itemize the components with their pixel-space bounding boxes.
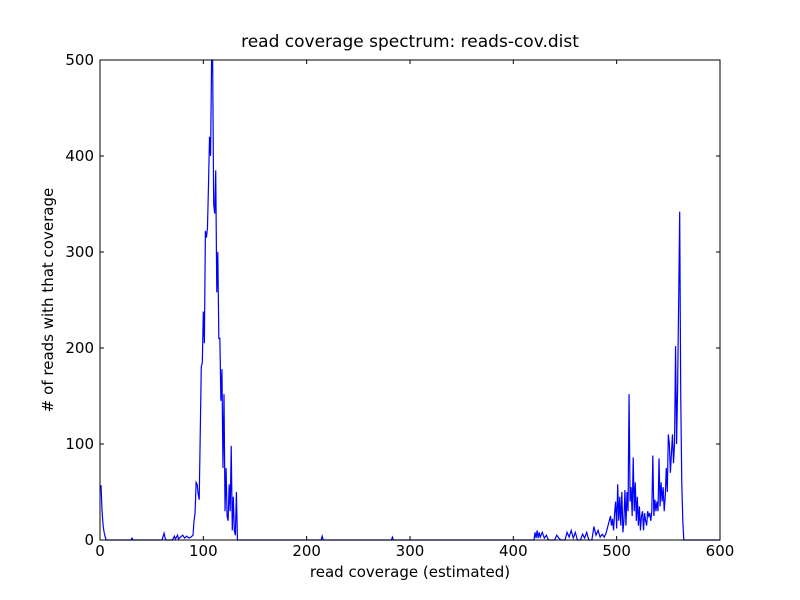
x-tick-label: 100 xyxy=(189,542,218,560)
x-tick-label: 200 xyxy=(292,542,321,560)
x-tick-label: 500 xyxy=(602,542,631,560)
y-tick-label: 500 xyxy=(65,51,94,69)
y-tick-label: 0 xyxy=(84,531,94,549)
y-tick-label: 300 xyxy=(65,243,94,261)
data-line xyxy=(100,59,720,541)
x-tick-label: 600 xyxy=(706,542,735,560)
y-tick-label: 100 xyxy=(65,435,94,453)
x-tick-label: 300 xyxy=(396,542,425,560)
x-tick-label: 0 xyxy=(95,542,105,560)
y-axis-label: # of reads with that coverage xyxy=(39,188,57,412)
chart-title: read coverage spectrum: reads-cov.dist xyxy=(241,32,579,52)
x-axis-label: read coverage (estimated) xyxy=(310,563,510,581)
y-tick-label: 200 xyxy=(65,339,94,357)
x-tick-label: 400 xyxy=(499,542,528,560)
y-tick-label: 400 xyxy=(65,147,94,165)
